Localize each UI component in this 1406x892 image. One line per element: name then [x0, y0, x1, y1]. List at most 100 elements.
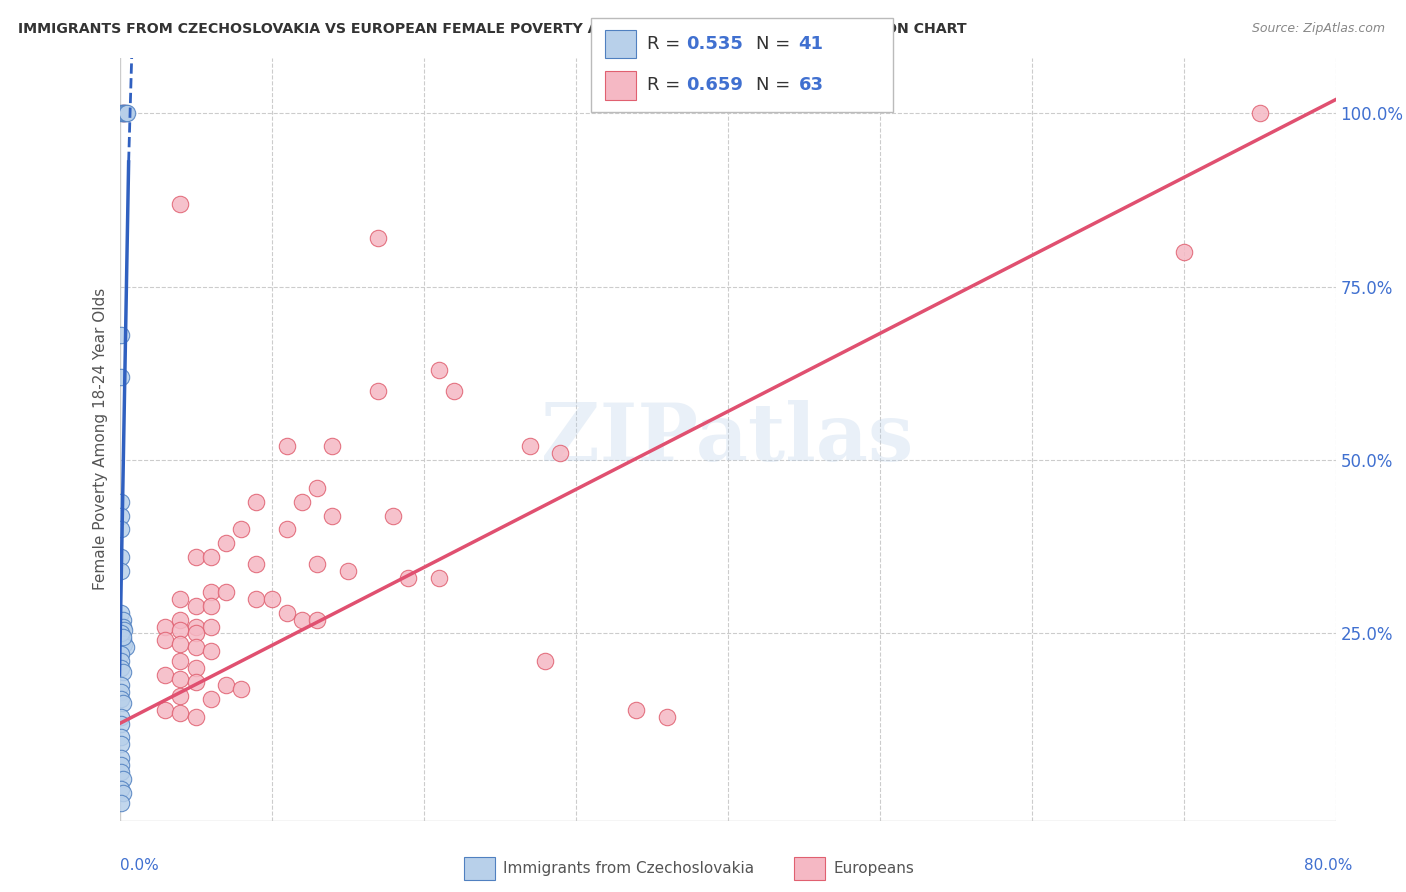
Point: [200, 692, 222, 706]
Point: [184, 599, 207, 613]
Point: [111, 772, 134, 786]
Point: [245, 494, 267, 508]
Point: [169, 613, 191, 627]
Text: N =: N =: [756, 35, 796, 53]
Point: [443, 384, 465, 398]
Point: [1173, 245, 1195, 260]
Text: IMMIGRANTS FROM CZECHOSLOVAKIA VS EUROPEAN FEMALE POVERTY AMONG 18-24 YEAR OLDS : IMMIGRANTS FROM CZECHOSLOVAKIA VS EUROPE…: [18, 22, 967, 37]
Point: [169, 591, 191, 606]
Point: [519, 439, 541, 453]
Point: [336, 564, 359, 578]
Point: [655, 709, 678, 723]
Point: [153, 619, 176, 633]
Point: [110, 106, 132, 120]
Point: [110, 523, 132, 537]
Point: [110, 661, 132, 675]
Point: [260, 591, 283, 606]
Point: [153, 668, 176, 682]
Point: [110, 630, 132, 644]
Point: [276, 523, 298, 537]
Point: [291, 613, 314, 627]
Point: [111, 106, 134, 120]
Point: [110, 692, 132, 706]
Point: [153, 703, 176, 717]
Point: [200, 585, 222, 599]
Point: [112, 637, 135, 651]
Point: [550, 446, 572, 460]
Point: [169, 706, 191, 721]
Point: [110, 716, 132, 731]
Text: 0.659: 0.659: [686, 77, 742, 95]
Point: [215, 678, 238, 692]
Point: [111, 786, 134, 800]
Point: [367, 384, 389, 398]
Point: [396, 571, 419, 585]
Point: [169, 689, 191, 703]
Point: [110, 494, 132, 508]
Point: [291, 494, 314, 508]
Text: N =: N =: [756, 77, 796, 95]
Point: [110, 678, 132, 692]
Text: R =: R =: [647, 77, 686, 95]
Text: Europeans: Europeans: [834, 862, 915, 876]
Point: [110, 782, 132, 797]
Point: [111, 665, 134, 679]
Point: [184, 626, 207, 640]
Point: [110, 731, 132, 745]
Point: [111, 696, 134, 710]
Point: [321, 508, 343, 523]
Point: [110, 758, 132, 772]
Point: [307, 557, 329, 571]
Point: [169, 654, 191, 668]
Point: [110, 370, 132, 384]
Point: [231, 523, 253, 537]
Point: [321, 439, 343, 453]
Point: [231, 681, 253, 696]
Point: [110, 737, 132, 751]
Point: [1249, 106, 1271, 120]
Point: [307, 481, 329, 495]
Point: [153, 633, 176, 648]
Point: [200, 550, 222, 565]
Point: [112, 106, 135, 120]
Point: [111, 619, 134, 633]
Point: [110, 626, 132, 640]
Point: [169, 637, 191, 651]
Point: [200, 599, 222, 613]
Point: [111, 613, 134, 627]
Point: [112, 106, 135, 120]
Point: [110, 550, 132, 565]
Point: [110, 765, 132, 780]
Point: [169, 196, 191, 211]
Point: [200, 619, 222, 633]
Point: [110, 606, 132, 620]
Text: 80.0%: 80.0%: [1305, 858, 1353, 873]
Point: [184, 550, 207, 565]
Text: 63: 63: [799, 77, 824, 95]
Point: [111, 630, 134, 644]
Text: ZIPatlas: ZIPatlas: [541, 401, 914, 478]
Point: [427, 571, 450, 585]
Text: Source: ZipAtlas.com: Source: ZipAtlas.com: [1251, 22, 1385, 36]
Point: [112, 623, 135, 637]
Point: [200, 644, 222, 658]
Point: [115, 106, 138, 120]
Point: [110, 797, 132, 811]
Text: 0.0%: 0.0%: [120, 858, 159, 873]
Point: [626, 703, 648, 717]
Point: [110, 751, 132, 765]
Point: [110, 685, 132, 699]
Point: [276, 606, 298, 620]
Point: [307, 613, 329, 627]
Y-axis label: Female Poverty Among 18-24 Year Olds: Female Poverty Among 18-24 Year Olds: [93, 288, 108, 591]
Point: [114, 640, 136, 655]
Point: [245, 557, 267, 571]
Point: [111, 633, 134, 648]
Point: [276, 439, 298, 453]
Point: [111, 106, 134, 120]
Text: 0.535: 0.535: [686, 35, 742, 53]
Point: [215, 585, 238, 599]
Point: [110, 654, 132, 668]
Point: [245, 591, 267, 606]
Text: 41: 41: [799, 35, 824, 53]
